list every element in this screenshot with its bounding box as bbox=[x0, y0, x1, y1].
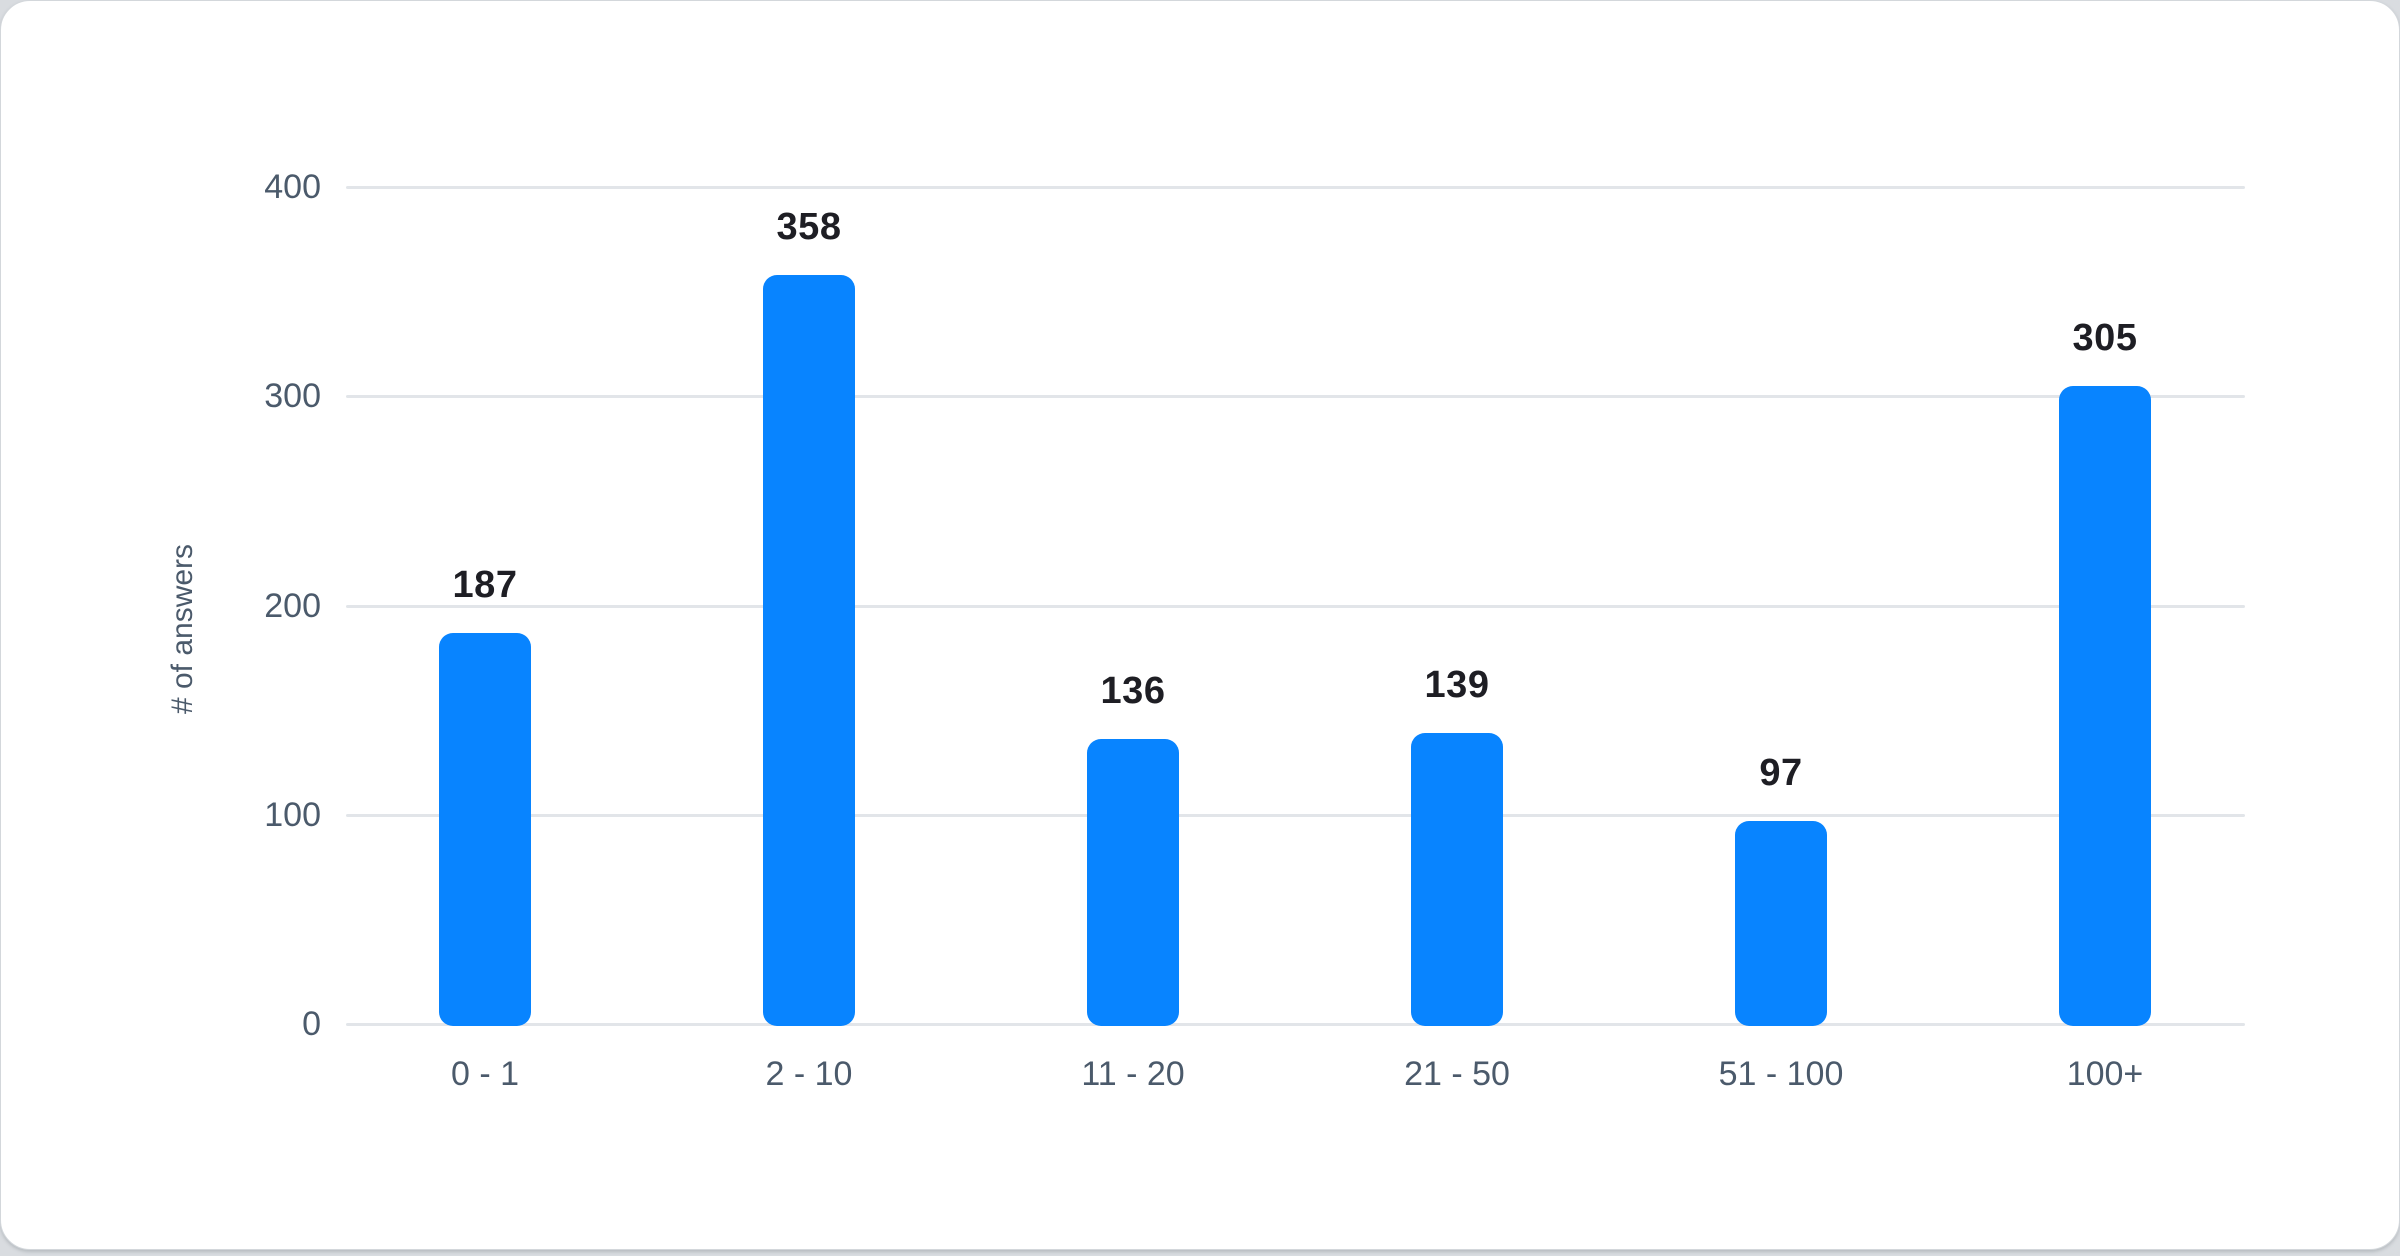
bar-0-1 bbox=[439, 632, 531, 1026]
y-tick-label: 0 bbox=[302, 1005, 321, 1043]
bar-value-label: 187 bbox=[452, 563, 518, 606]
bar-51-100 bbox=[1735, 821, 1827, 1026]
gridline-y-0 bbox=[346, 1023, 2245, 1026]
bar-21-50 bbox=[1411, 733, 1503, 1026]
bar-100+ bbox=[2059, 385, 2151, 1026]
x-tick-label: 51 - 100 bbox=[1718, 1055, 1844, 1093]
gridline-y-100 bbox=[346, 813, 2245, 817]
gridline-y-400 bbox=[346, 186, 2245, 189]
bar-value-label: 97 bbox=[1759, 752, 1803, 795]
bar-value-label: 305 bbox=[2072, 316, 2138, 359]
gridline-y-200 bbox=[346, 604, 2245, 608]
x-tick-label: 2 - 10 bbox=[765, 1055, 853, 1093]
bar-value-label: 358 bbox=[776, 205, 842, 248]
y-tick-label: 400 bbox=[264, 168, 321, 206]
y-tick-label: 200 bbox=[264, 586, 321, 625]
bar-value-label: 136 bbox=[1100, 670, 1166, 713]
x-tick-label: 11 - 20 bbox=[1081, 1055, 1185, 1093]
bar-value-label: 139 bbox=[1424, 664, 1490, 707]
bar-2-10 bbox=[763, 274, 855, 1026]
gridline-y-300 bbox=[346, 395, 2245, 399]
x-tick-label: 21 - 50 bbox=[1404, 1055, 1510, 1093]
y-tick-label: 300 bbox=[264, 377, 321, 416]
x-tick-label: 100+ bbox=[2066, 1055, 2144, 1093]
x-tick-label: 0 - 1 bbox=[450, 1055, 520, 1093]
bar-11-20 bbox=[1087, 739, 1179, 1026]
y-axis-title: # of answers bbox=[166, 543, 199, 715]
y-tick-label: 100 bbox=[264, 795, 321, 834]
